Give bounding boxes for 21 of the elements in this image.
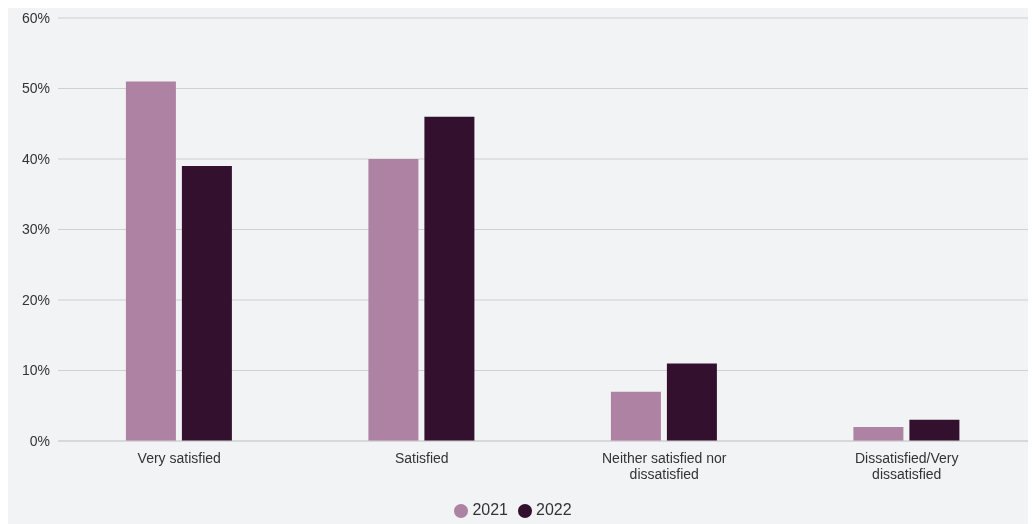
bar — [666, 363, 717, 441]
y-tick-label: 60% — [21, 9, 50, 26]
x-tick-label: Dissatisfied/Very dissatisfied — [855, 450, 959, 482]
legend-label: 2021 — [472, 501, 508, 518]
x-tick-label: Very satisfied — [137, 450, 221, 466]
x-tick-label: Satisfied — [394, 450, 449, 466]
bar — [181, 166, 232, 441]
bar — [424, 116, 475, 441]
legend-label: 2022 — [536, 501, 572, 518]
bar — [853, 426, 904, 441]
y-tick-label: 40% — [21, 150, 50, 167]
bar — [610, 391, 661, 441]
y-tick-label: 0% — [29, 432, 50, 449]
y-tick-label: 50% — [21, 80, 50, 97]
y-tick-label: 20% — [21, 291, 50, 308]
x-tick-label: Neither satisfied nor dissatisfied — [601, 450, 727, 482]
bar — [909, 419, 960, 441]
y-tick-label: 10% — [21, 362, 50, 379]
bar — [368, 159, 419, 441]
bar — [125, 81, 176, 441]
y-tick-label: 30% — [21, 221, 50, 238]
